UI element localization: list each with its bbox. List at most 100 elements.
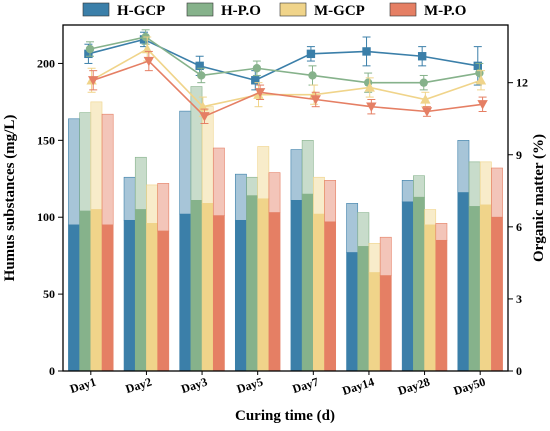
bar-lower: [68, 224, 80, 372]
bar-upper: [368, 243, 381, 273]
line-marker: [366, 102, 377, 112]
x-tick-label: Day1: [68, 375, 98, 397]
line-marker: [199, 112, 210, 122]
bar-upper: [201, 106, 214, 204]
bar-lower: [190, 200, 203, 372]
series-line: [92, 60, 483, 118]
legend-swatch: [82, 2, 110, 17]
series-line: [91, 48, 482, 108]
bar-upper: [468, 161, 481, 207]
x-tick-label: Day2: [124, 375, 154, 397]
bar-upper: [435, 223, 448, 241]
line-marker: [364, 82, 375, 92]
bar-upper: [134, 156, 147, 210]
bar-lower: [179, 213, 192, 372]
bar-lower: [491, 216, 503, 372]
bar-upper: [257, 146, 270, 200]
x-tick-label: Day14: [340, 375, 375, 398]
bar-lower: [401, 201, 414, 372]
bar-lower: [313, 213, 325, 372]
bar-upper: [268, 172, 281, 213]
bar-upper: [424, 209, 437, 226]
bar-upper: [79, 112, 92, 212]
line-marker: [475, 75, 487, 85]
bar-upper: [491, 167, 503, 218]
line-marker: [88, 76, 99, 86]
x-tick-label: Day28: [396, 375, 431, 398]
y-axis-title: Humus substances (mg/L): [2, 115, 18, 282]
bar-upper: [157, 183, 170, 232]
line-marker: [419, 78, 428, 87]
bar-lower: [134, 209, 147, 372]
line-marker: [421, 107, 433, 117]
line-marker: [362, 47, 371, 56]
line-marker: [310, 95, 321, 105]
bar-upper: [313, 176, 325, 215]
line-marker: [142, 43, 153, 54]
line-marker: [475, 68, 484, 78]
line-marker: [420, 94, 431, 104]
bar-upper: [379, 236, 392, 276]
bar-lower: [324, 221, 337, 372]
bar-lower: [123, 219, 136, 372]
line-marker: [197, 101, 209, 111]
bar-upper: [68, 118, 80, 226]
bar-lower: [257, 198, 270, 372]
plot-frame: [62, 24, 509, 372]
bar-group: [68, 86, 503, 372]
bar-lower: [468, 206, 481, 372]
bar-lower: [268, 212, 281, 372]
bar-upper: [457, 140, 470, 193]
y2-tick-label: 9: [516, 148, 522, 162]
x-axis-title: Curing time (d): [235, 408, 335, 424]
y2-tick-label: 12: [516, 76, 528, 90]
bar-lower: [379, 275, 392, 372]
bar-upper: [179, 110, 192, 215]
legend: H-GCP H-P.O M-GCP M-P.O: [82, 2, 466, 19]
bar-upper: [479, 161, 492, 206]
bar-lower: [424, 224, 437, 372]
legend-swatch: [186, 2, 214, 17]
x-tick-label: Day5: [235, 375, 265, 397]
line-marker: [417, 52, 427, 61]
bar-lower: [157, 230, 170, 372]
legend-swatch: [389, 2, 417, 17]
x-tick-label: Day3: [179, 375, 209, 397]
bar-lower: [435, 239, 448, 372]
y-axis-left: 0 50 100 150 200: [37, 56, 63, 378]
line-marker: [308, 71, 317, 80]
bar-lower: [212, 215, 225, 372]
line-marker: [197, 71, 206, 80]
legend-label: M-P.O: [424, 3, 466, 19]
y-axis-right: 0 3 6 9 12: [508, 76, 528, 378]
y-tick-label: 50: [43, 287, 55, 301]
bar-upper: [212, 147, 225, 216]
bar-lower: [368, 272, 381, 372]
line-marker: [473, 61, 482, 71]
bar-lower: [146, 223, 158, 372]
y-tick-label: 100: [37, 210, 55, 224]
x-tick-label: Day50: [452, 375, 487, 398]
bar-lower: [79, 210, 92, 372]
line-marker: [85, 44, 95, 54]
bar-lower: [234, 219, 247, 372]
series-line: [89, 36, 480, 84]
bar-lower: [413, 196, 425, 372]
bar-upper: [234, 173, 247, 221]
y2-tick-label: 3: [516, 292, 522, 306]
y-tick-label: 200: [37, 56, 55, 70]
bar-upper: [123, 176, 136, 221]
bar-lower: [201, 203, 214, 372]
series-line: [88, 38, 478, 82]
bar-upper: [401, 180, 414, 203]
line-marker: [254, 88, 266, 98]
x-axis: Day1 Day2 Day3 Day5 Day7 Day14 Day28 Day50: [68, 371, 487, 398]
bar-lower: [90, 209, 103, 372]
line-marker: [84, 49, 93, 59]
y-tick-label: 0: [49, 364, 55, 378]
bar-upper: [101, 113, 114, 226]
legend-label: H-GCP: [117, 3, 165, 19]
bar-upper: [413, 175, 425, 198]
legend-label: M-GCP: [314, 3, 365, 19]
bar-lower: [346, 252, 359, 372]
